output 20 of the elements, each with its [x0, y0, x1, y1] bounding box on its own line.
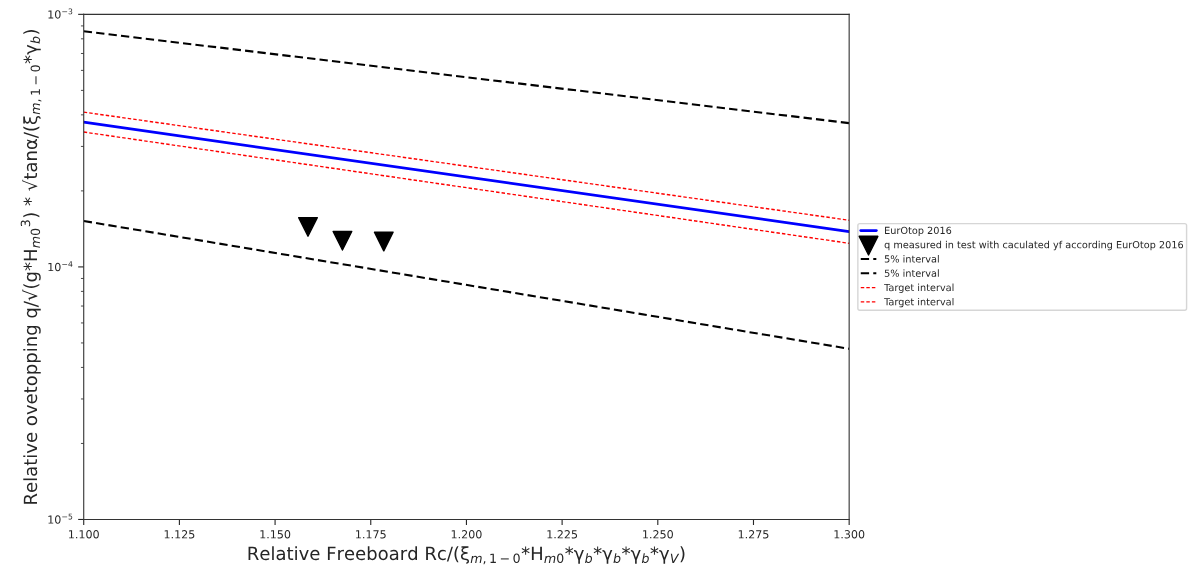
y-axis-title: Relative ovetopping q/√(g*H$_{m0}$$^{3}$) * √tanα/(ξ$_{m,1−0}$*γ$_{b}$): [20, 30, 42, 504]
legend-label: Target interval: [884, 297, 954, 308]
y-tick-label: 10$^{−5}$: [48, 513, 73, 524]
x-tick-label: 1.200: [451, 530, 482, 539]
x-tick-label: 1.300: [834, 530, 865, 539]
x-tick-label: 1.250: [643, 530, 673, 539]
legend-label: Target interval: [884, 283, 954, 294]
legend-label: 5% interval: [884, 269, 939, 277]
x-tick-label: 1.225: [547, 530, 578, 539]
x-tick-label: 1.100: [69, 530, 99, 539]
x-tick-label: 1.125: [164, 530, 195, 539]
legend-label: q measured in test with caculated yf according EurOtop 2016: [884, 240, 1184, 251]
x-tick-label: 1.175: [356, 530, 386, 539]
y-tick-label: 10$^{−4}$: [48, 261, 73, 272]
legend-label: 5% interval: [884, 255, 939, 263]
legend-label: EurOtop 2016: [885, 226, 952, 236]
x-tick-label: 1.150: [260, 530, 291, 539]
x-tick-label: 1.275: [738, 530, 769, 539]
text: Relative Freeboard Rc/(ξ$_{m,1−0}$*H$_{m0}$*γ$_{b}$*γ$_{b}$*γ$_{b}$*γ$_{V}$): [248, 546, 685, 565]
y-tick-label: 10$^{−3}$: [48, 8, 73, 19]
